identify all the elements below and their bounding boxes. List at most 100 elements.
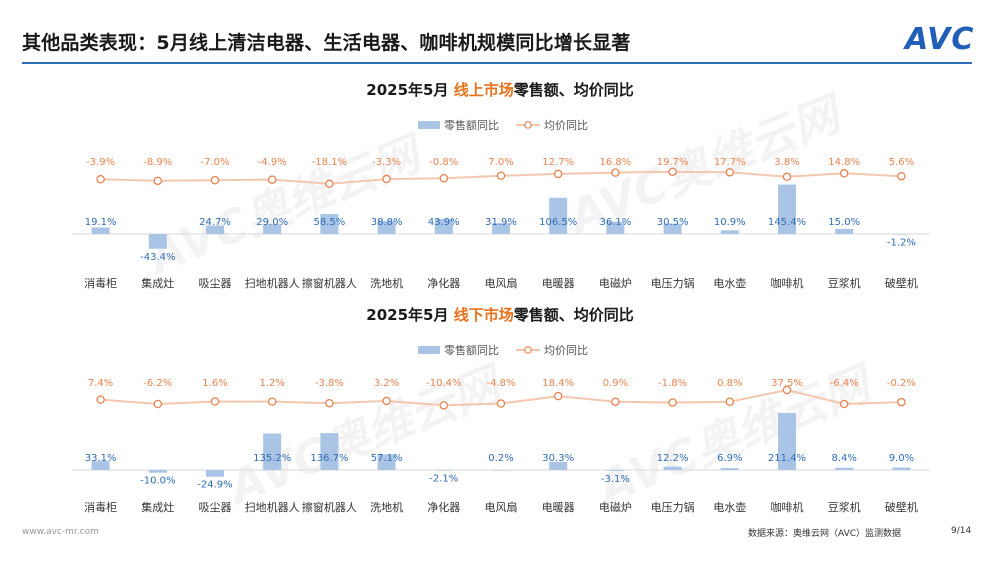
category-label: 洗地机 [370, 500, 403, 514]
bar-data-label: 12.2% [657, 453, 689, 464]
legend-line-marker [524, 121, 532, 129]
bar-13 [778, 184, 796, 234]
legend-bar-label: 零售额同比 [444, 343, 499, 357]
line-point-11 [668, 398, 677, 407]
bar-2 [148, 234, 167, 249]
line-point-2 [153, 176, 163, 186]
bar-data-label: 19.1% [85, 217, 117, 228]
line-point-9 [553, 169, 563, 179]
category-label: 电磁炉 [599, 501, 632, 514]
bar-1 [91, 227, 110, 234]
line-data-label: 16.8% [600, 157, 632, 168]
bar-data-label: 36.1% [600, 217, 632, 228]
bar-13 [778, 412, 796, 470]
bar-11 [663, 223, 682, 234]
bar-9 [549, 197, 568, 234]
line-point-3 [210, 175, 220, 185]
bar-3 [206, 470, 224, 477]
line-data-label: -6.2% [143, 378, 172, 389]
line-point-5 [325, 179, 334, 189]
bar-6 [377, 454, 396, 470]
category-label: 净化器 [427, 276, 460, 290]
category-label: 电风扇 [485, 500, 518, 514]
bar-data-label: 106.5% [539, 217, 577, 228]
bar-data-label: -3.1% [601, 474, 630, 485]
line-point-1 [96, 174, 105, 184]
line-point-7 [439, 401, 449, 410]
line-data-label: 1.2% [259, 378, 284, 389]
line-point-2 [153, 399, 163, 409]
bar-data-label: -43.4% [140, 252, 175, 263]
category-label: 集成灶 [141, 500, 174, 514]
category-label: 扫地机器人 [245, 500, 300, 514]
category-label: 净化器 [427, 500, 460, 514]
category-label: 消毒柜 [84, 276, 117, 290]
bar-8 [492, 469, 510, 471]
bar-14 [835, 228, 854, 234]
bar-data-label: -1.2% [887, 237, 916, 248]
data-source-note: 数据来源：奥维云网（AVC）监测数据 [748, 529, 902, 539]
bar-data-label: 30.3% [542, 453, 574, 464]
bar-data-label: 9.0% [889, 453, 914, 464]
line-data-label: 1.6% [202, 378, 227, 389]
line-data-label: 0.8% [717, 378, 742, 389]
line-data-label: 7.4% [88, 378, 113, 389]
category-label: 擦窗机器人 [302, 276, 357, 290]
line-point-6 [382, 174, 391, 184]
bar-data-label: 30.5% [657, 217, 689, 228]
line-data-label: 3.2% [374, 378, 399, 389]
line-point-10 [611, 397, 620, 406]
category-label: 吸尘器 [199, 277, 232, 290]
bar-data-label: 135.2% [253, 453, 291, 464]
category-label: 电暖器 [542, 501, 575, 514]
bar-5 [320, 433, 339, 470]
line-point-8 [496, 399, 506, 408]
bar-3 [206, 225, 224, 234]
bar-9 [549, 461, 568, 470]
line-point-4 [267, 175, 277, 184]
bar-data-label: 136.7% [310, 453, 348, 464]
line-point-14 [839, 169, 849, 178]
category-label: 豆浆机 [828, 276, 861, 290]
legend-line-label: 均价同比 [544, 119, 588, 132]
legend-bar-swatch [418, 346, 440, 354]
bar-data-label: 57.1% [371, 453, 403, 464]
chart-title: 2025年5月 线下市场零售额、均价同比 [366, 306, 633, 324]
line-data-label: 17.7% [714, 157, 746, 168]
bar-4 [263, 224, 282, 234]
line-data-label: -8.9% [143, 157, 172, 168]
line-point-14 [839, 399, 849, 409]
line-point-3 [210, 397, 220, 406]
bar-15 [892, 234, 911, 235]
category-label: 电暖器 [542, 277, 575, 290]
category-label: 扫地机器人 [245, 276, 300, 290]
line-point-7 [439, 174, 449, 183]
category-label: 吸尘器 [199, 501, 232, 514]
category-label: 咖啡机 [771, 276, 804, 290]
bar-data-label: 29.0% [256, 217, 288, 228]
bar-data-label: -2.1% [429, 474, 458, 485]
title-divider [22, 62, 972, 64]
line-point-12 [725, 168, 735, 177]
line-point-15 [897, 171, 906, 181]
category-label: 豆浆机 [828, 500, 861, 514]
line-point-6 [382, 396, 391, 406]
line-point-13 [782, 385, 792, 395]
bar-2 [148, 470, 167, 473]
bar-data-label: 15.0% [828, 217, 860, 228]
bar-7 [434, 470, 453, 471]
line-data-label: 7.0% [488, 157, 513, 168]
bar-data-label: 33.1% [85, 453, 117, 464]
bar-10 [606, 221, 625, 234]
footer-url: www.avc-mr.com [22, 527, 99, 537]
line-point-5 [325, 398, 334, 408]
bar-data-label: -24.9% [197, 480, 232, 491]
page-title: 其他品类表现：5月线上清洁电器、生活电器、咖啡机规模同比增长显著 [22, 32, 631, 54]
line-data-label: -6.4% [830, 378, 859, 389]
category-label: 破壁机 [885, 500, 918, 514]
line-data-label: 37.5% [771, 378, 803, 389]
bar-8 [492, 223, 510, 234]
bar-12 [720, 468, 739, 470]
line-data-label: -1.8% [658, 378, 687, 389]
category-label: 电磁炉 [599, 277, 632, 290]
